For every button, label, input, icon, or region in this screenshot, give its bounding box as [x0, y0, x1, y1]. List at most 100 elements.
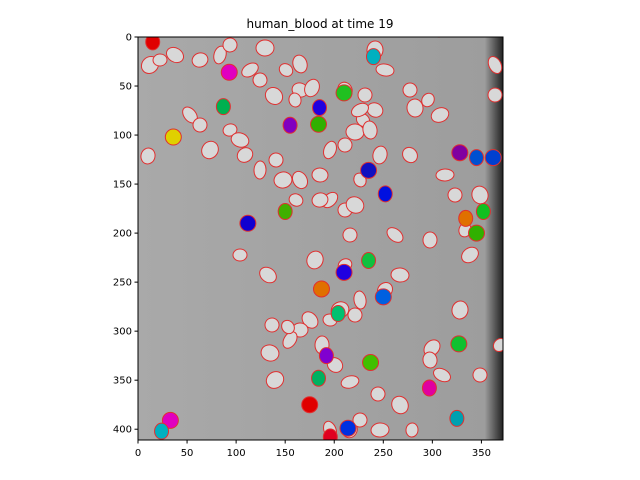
cell-outline: [140, 147, 156, 165]
y-tick-label: 0: [126, 33, 132, 44]
cell-outline: [288, 193, 304, 207]
cell-outline: [323, 140, 337, 160]
cell-outline: [241, 62, 259, 78]
cell-outline: [253, 160, 267, 180]
cell-outline: [265, 371, 285, 389]
cell-outline: [281, 319, 295, 335]
cell-outline: [201, 140, 219, 160]
cell: [215, 98, 231, 116]
cell-outline: [472, 367, 488, 383]
cell: [361, 252, 377, 270]
cell-outline: [406, 98, 424, 118]
cell: [322, 428, 338, 440]
cell-outline: [288, 92, 302, 108]
cell-outline: [152, 53, 168, 67]
y-tick-label: 350: [113, 376, 132, 387]
cell-outline: [282, 331, 298, 349]
axes-frame: [137, 36, 504, 441]
cell-outline: [36, 5, 48, 19]
cell: [310, 115, 328, 133]
cell-outline: [304, 78, 320, 98]
cell: [469, 149, 485, 167]
cell-outline: [255, 39, 275, 57]
cell-outline: [461, 246, 479, 264]
cell: [312, 280, 330, 298]
cell: [374, 288, 392, 306]
cell-outline: [236, 147, 254, 163]
cell-outline: [165, 46, 185, 64]
cell: [377, 185, 393, 203]
cell-outline: [260, 344, 280, 362]
cell: [311, 369, 327, 387]
cell-outline: [351, 102, 369, 118]
y-tick-label: 300: [113, 327, 132, 338]
cell-outline: [357, 87, 373, 103]
cell: [154, 422, 170, 440]
cell: [312, 99, 328, 117]
cell-outline: [278, 63, 294, 77]
cell-outline: [311, 167, 329, 183]
cell-outline: [435, 168, 455, 182]
cell-outline: [292, 54, 308, 74]
cell-outline: [306, 250, 324, 270]
cell-outline: [487, 87, 503, 103]
cell-outline: [405, 422, 419, 438]
cell: [145, 37, 161, 51]
cell-outline: [391, 395, 409, 415]
cell-outline: [213, 45, 227, 65]
cell-outline: [337, 137, 353, 153]
cell: [339, 419, 357, 437]
cell-outline: [390, 267, 410, 283]
cell: [220, 63, 238, 81]
x-tick-label: 0: [135, 448, 141, 459]
cell-outline: [352, 412, 368, 428]
cell-outline: [447, 187, 463, 203]
y-tick-label: 50: [119, 82, 132, 93]
x-tick-label: 350: [472, 448, 491, 459]
cell-outline: [492, 338, 503, 352]
cell: [239, 214, 257, 232]
cell-outline: [430, 37, 450, 38]
cell: [484, 149, 502, 167]
y-tick-label: 100: [113, 131, 132, 142]
cell-outline: [222, 37, 238, 53]
cell: [277, 203, 293, 221]
cell-outline: [372, 145, 388, 165]
cell: [164, 128, 182, 146]
cell-outline: [311, 192, 329, 208]
cell: [365, 48, 381, 66]
chart-title: human_blood at time 19: [247, 17, 394, 31]
x-tick-label: 250: [374, 448, 393, 459]
image: [36, 0, 503, 440]
cell-outline: [353, 290, 367, 310]
x-tick-label: 50: [181, 448, 194, 459]
cell-outline: [422, 231, 438, 249]
cell-outline: [430, 107, 450, 123]
cell: [468, 224, 486, 242]
y-tick-label: 200: [113, 229, 132, 240]
cell-outline: [451, 300, 469, 320]
cell-outline: [264, 317, 280, 333]
cell: [450, 335, 468, 353]
cell-outline: [398, 37, 412, 38]
y-tick-label: 400: [113, 425, 132, 436]
cell-outline: [342, 227, 358, 243]
cell: [458, 209, 474, 227]
cell-outline: [345, 196, 365, 214]
cell-outline: [283, 0, 301, 18]
cell-outline: [291, 170, 309, 190]
cell-outline: [433, 367, 451, 383]
y-tick-label: 250: [113, 278, 132, 289]
cell-outline: [370, 422, 390, 438]
cell: [421, 379, 437, 397]
cell: [451, 144, 469, 162]
cell-outline: [191, 52, 209, 68]
cell-outline: [340, 375, 360, 389]
y-tick-label: 150: [113, 180, 132, 191]
cell: [301, 396, 319, 414]
cell-outline: [362, 120, 378, 140]
cell-outline: [422, 351, 438, 369]
cell-outline: [375, 63, 395, 77]
x-tick-label: 150: [276, 448, 295, 459]
